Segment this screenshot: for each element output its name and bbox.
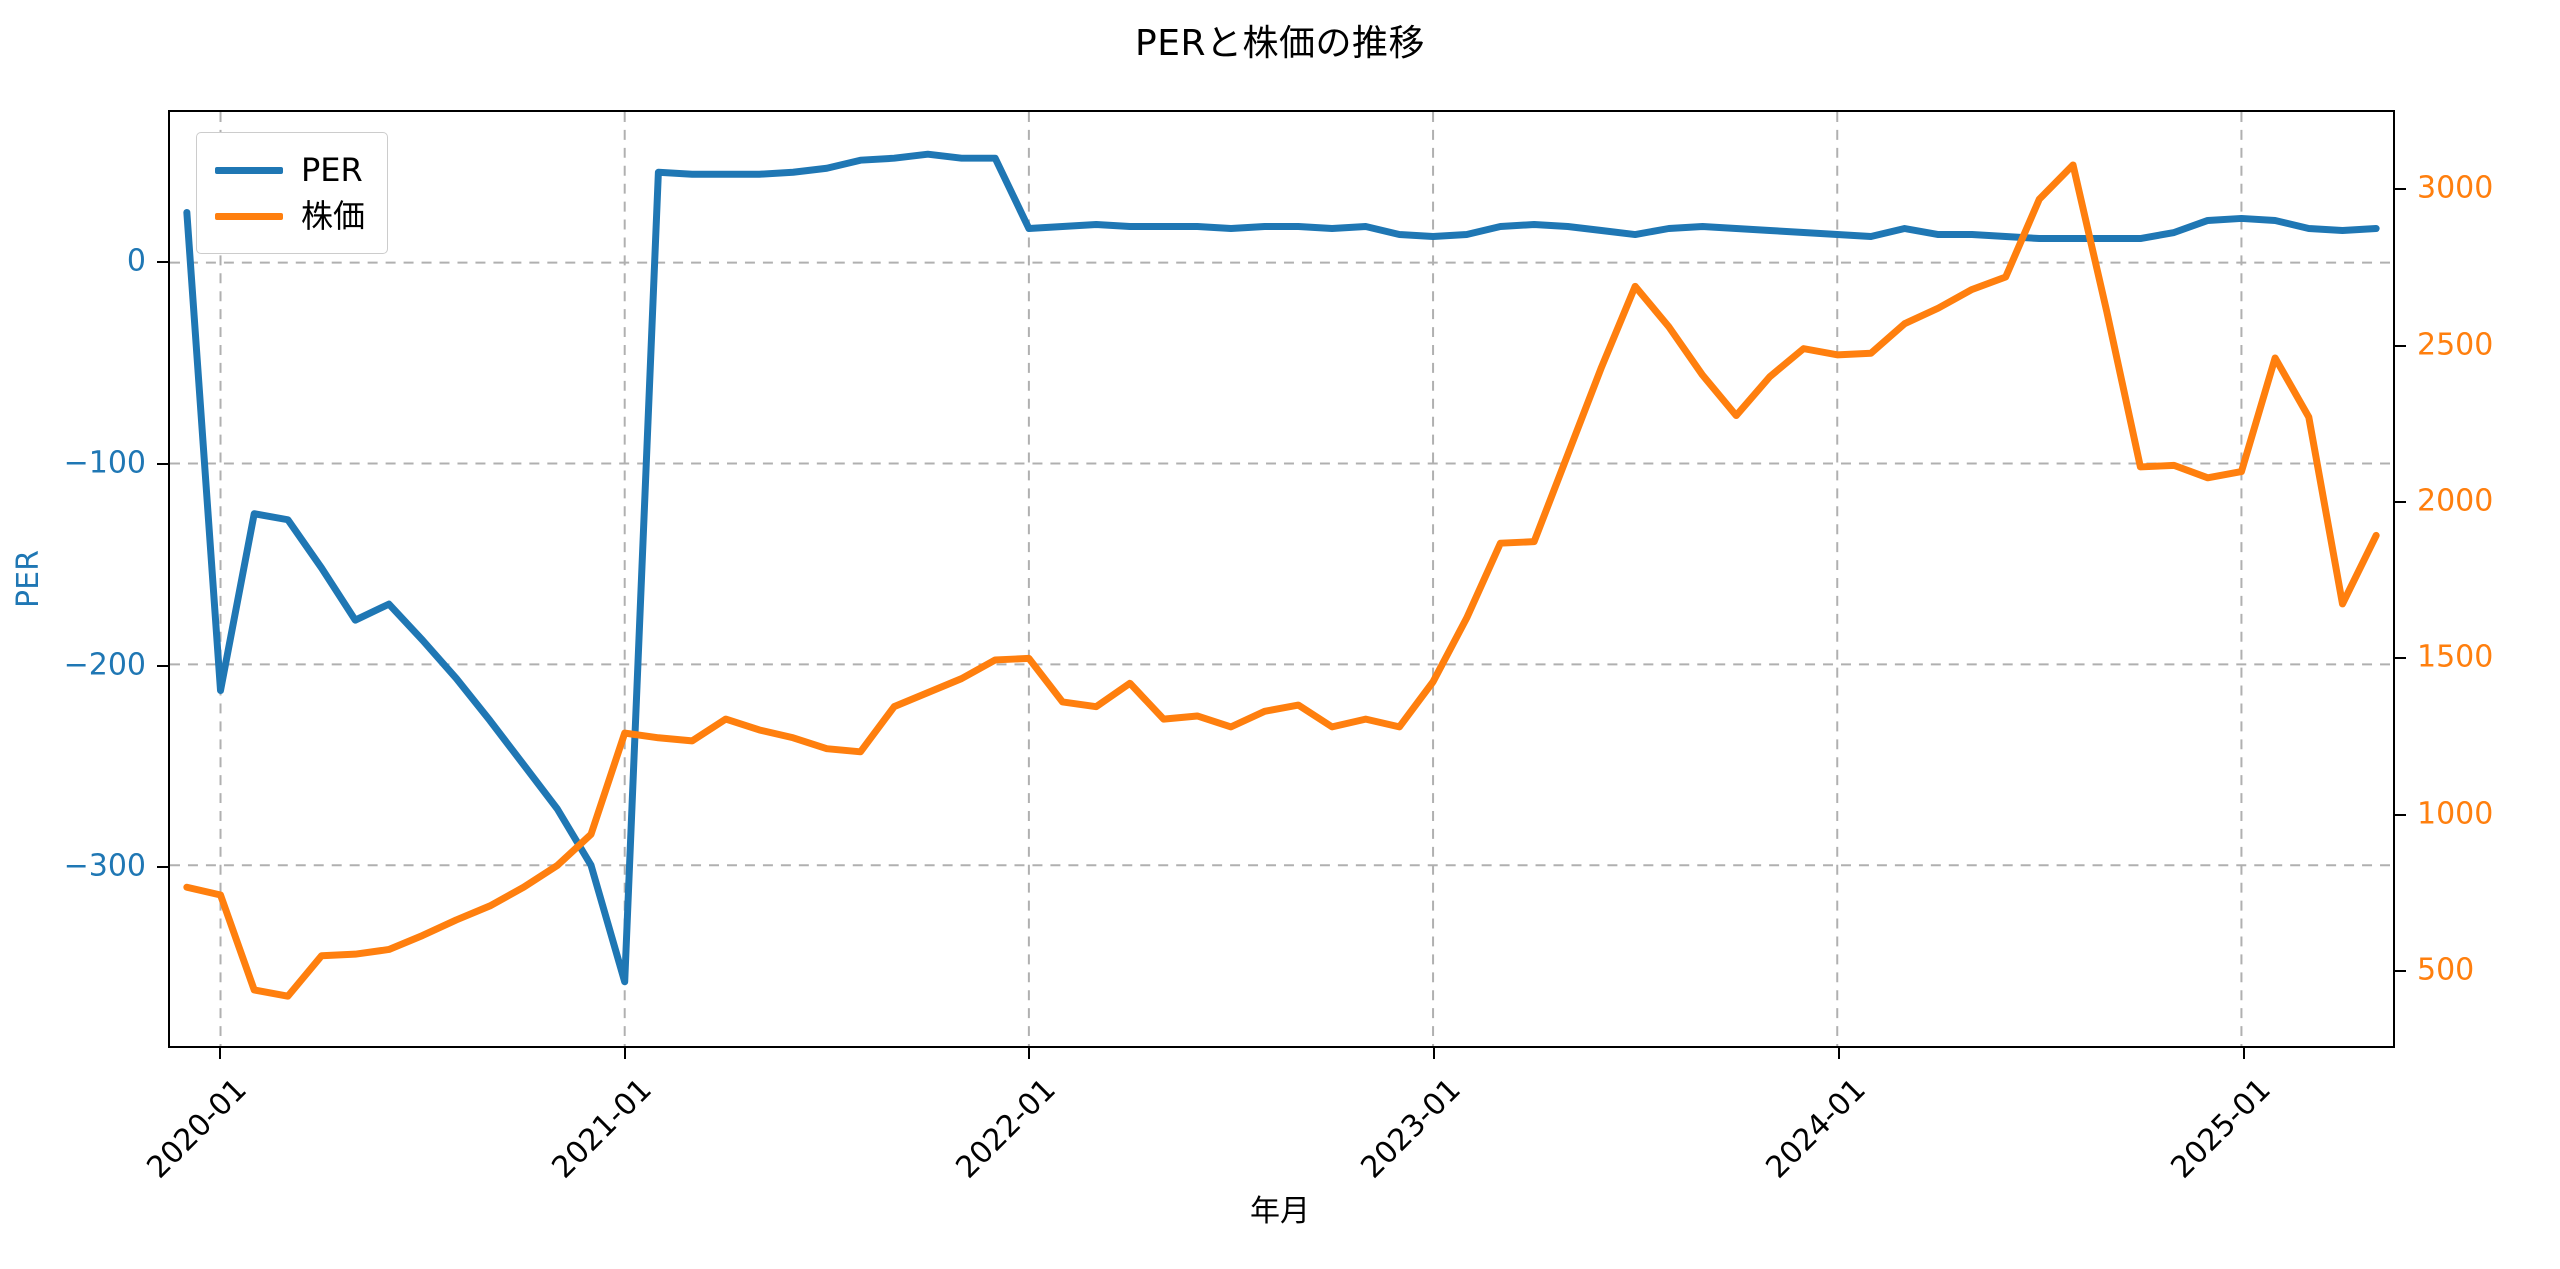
chart-title: PERと株価の推移: [1135, 23, 1425, 64]
y-right-tick-label: 2500: [2417, 327, 2494, 362]
x-axis-label: 年月: [1250, 1194, 1310, 1229]
y-right-tick-mark: [2395, 188, 2406, 191]
y-right-tick-label: 2000: [2417, 483, 2494, 519]
y-right-tick-label: 500: [2417, 952, 2475, 988]
y-axis-left-label: PER: [11, 550, 46, 608]
x-tick-mark: [2243, 1048, 2246, 1059]
y-left-tick-label: −100: [63, 445, 146, 481]
plot-area: [168, 110, 2395, 1048]
y-left-tick-label: −200: [63, 647, 146, 683]
x-tick-mark: [1028, 1048, 1031, 1059]
legend-swatch-kabuka: [215, 212, 283, 220]
y-right-tick-mark: [2395, 813, 2406, 816]
y-left-tick-mark: [157, 261, 168, 264]
y-right-tick-label: 3000: [2417, 170, 2494, 206]
y-left-tick-mark: [157, 463, 168, 465]
y-right-tick-mark: [2395, 657, 2406, 660]
legend-swatch-per: [215, 166, 283, 174]
legend-item-kabuka[interactable]: 株価: [215, 193, 365, 239]
legend-item-per[interactable]: PER: [215, 147, 365, 193]
x-tick-mark: [218, 1048, 221, 1059]
series-line-株価: [183, 161, 2380, 1000]
y-right-tick-mark: [2395, 344, 2406, 347]
y-right-tick-label: 1000: [2417, 796, 2494, 831]
y-left-tick-mark: [157, 664, 168, 667]
legend-label-kabuka: 株価: [301, 197, 366, 235]
gridlines: [170, 112, 2393, 1046]
legend-label-per: PER: [301, 151, 363, 189]
x-tick-mark: [1433, 1048, 1436, 1059]
x-tick-mark: [1838, 1048, 1841, 1059]
data-lines: [183, 150, 2380, 1000]
y-left-tick-mark: [157, 866, 168, 869]
y-left-tick-label: 0: [126, 243, 146, 279]
y-left-tick-label: −300: [63, 848, 146, 884]
chart-legend[interactable]: PER 株価: [196, 132, 389, 254]
y-right-tick-mark: [2395, 969, 2406, 972]
y-right-tick-label: 1500: [2417, 639, 2494, 675]
x-tick-mark: [623, 1048, 626, 1059]
y-right-tick-mark: [2395, 500, 2406, 503]
series-line-PER: [183, 150, 2380, 986]
